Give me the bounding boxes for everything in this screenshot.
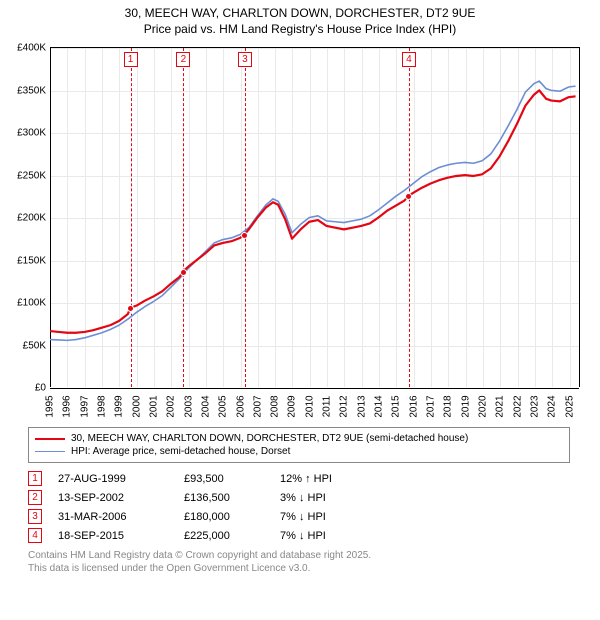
event-number: 1	[28, 471, 42, 486]
event-marker: 1	[124, 52, 138, 67]
x-tick-label: 2006	[235, 396, 246, 418]
x-tick-label: 2003	[183, 396, 194, 418]
event-delta: 7% ↓ HPI	[280, 511, 370, 523]
y-gridline	[50, 388, 579, 389]
x-tick-label: 2000	[131, 396, 142, 418]
event-price: £225,000	[184, 530, 264, 542]
event-delta: 3% ↓ HPI	[280, 492, 370, 504]
x-tick-label: 2018	[443, 396, 454, 418]
x-tick-label: 2015	[391, 396, 402, 418]
footer-line-1: Contains HM Land Registry data © Crown c…	[28, 549, 570, 562]
x-tick-label: 2009	[287, 396, 298, 418]
x-tick-label: 2011	[322, 396, 333, 418]
plot-area: £0£50K£100K£150K£200K£250K£300K£350K£400…	[50, 47, 580, 387]
y-tick-label: £400K	[17, 43, 46, 54]
x-tick-label: 2013	[356, 396, 367, 418]
event-row: 2 13-SEP-2002 £136,500 3% ↓ HPI	[28, 488, 570, 507]
event-marker: 4	[402, 52, 416, 67]
y-tick-label: £350K	[17, 85, 46, 96]
event-marker: 3	[238, 52, 252, 67]
series-price_paid	[50, 91, 576, 333]
legend-swatch	[35, 438, 65, 440]
y-tick-label: £250K	[17, 170, 46, 181]
event-date: 13-SEP-2002	[58, 492, 168, 504]
event-marker: 2	[176, 52, 190, 67]
x-tick-label: 2020	[478, 396, 489, 418]
event-date: 27-AUG-1999	[58, 473, 168, 485]
chart-lines-svg	[50, 48, 579, 387]
y-tick-label: £200K	[17, 213, 46, 224]
series-hpi	[50, 81, 576, 340]
legend: 30, MEECH WAY, CHARLTON DOWN, DORCHESTER…	[28, 427, 570, 463]
x-tick-label: 2023	[529, 396, 540, 418]
event-price: £180,000	[184, 511, 264, 523]
footer-line-2: This data is licensed under the Open Gov…	[28, 562, 570, 575]
y-tick-label: £100K	[17, 298, 46, 309]
legend-item: HPI: Average price, semi-detached house,…	[35, 445, 563, 458]
events-table: 1 27-AUG-1999 £93,500 12% ↑ HPI 2 13-SEP-2002…	[28, 469, 570, 545]
event-row: 1 27-AUG-1999 £93,500 12% ↑ HPI	[28, 469, 570, 488]
event-delta: 7% ↓ HPI	[280, 530, 370, 542]
x-tick-label: 2010	[304, 396, 315, 418]
x-tick-label: 2014	[374, 396, 385, 418]
event-date: 18-SEP-2015	[58, 530, 168, 542]
x-tick-label: 2012	[339, 396, 350, 418]
event-date: 31-MAR-2006	[58, 511, 168, 523]
x-tick-label: 2004	[200, 396, 211, 418]
event-number: 2	[28, 490, 42, 505]
event-point	[180, 269, 187, 276]
x-tick-label: 2022	[512, 396, 523, 418]
x-tick-label: 1997	[79, 396, 90, 418]
x-tick-label: 2019	[460, 396, 471, 418]
legend-label: HPI: Average price, semi-detached house,…	[71, 446, 290, 457]
chart-page: 30, MEECH WAY, CHARLTON DOWN, DORCHESTER…	[0, 0, 600, 620]
x-tick-label: 1999	[114, 396, 125, 418]
legend-item: 30, MEECH WAY, CHARLTON DOWN, DORCHESTER…	[35, 432, 563, 445]
x-tick-label: 2008	[270, 396, 281, 418]
event-price: £136,500	[184, 492, 264, 504]
x-tick-label: 2005	[218, 396, 229, 418]
x-tick-label: 2017	[426, 396, 437, 418]
event-row: 4 18-SEP-2015 £225,000 7% ↓ HPI	[28, 526, 570, 545]
legend-swatch	[35, 451, 65, 452]
x-tick-label: 2007	[252, 396, 263, 418]
footer: Contains HM Land Registry data © Crown c…	[28, 549, 570, 575]
y-tick-label: £300K	[17, 128, 46, 139]
x-tick-label: 2021	[495, 396, 506, 418]
x-tick-label: 2025	[564, 396, 575, 418]
title-line-1: 30, MEECH WAY, CHARLTON DOWN, DORCHESTER…	[10, 6, 590, 22]
x-tick-label: 2016	[408, 396, 419, 418]
x-tick-label: 1996	[62, 396, 73, 418]
chart: £0 £50K £100K £150K £200K £250K £300K £350K £400…	[10, 41, 590, 421]
event-number: 4	[28, 528, 42, 543]
x-tick-label: 2001	[148, 396, 159, 418]
title-line-2: Price paid vs. HM Land Registry's House …	[10, 22, 590, 38]
y-tick-label: £0	[35, 383, 46, 394]
title-block: 30, MEECH WAY, CHARLTON DOWN, DORCHESTER…	[0, 0, 600, 41]
legend-label: 30, MEECH WAY, CHARLTON DOWN, DORCHESTER…	[71, 433, 468, 444]
event-price: £93,500	[184, 473, 264, 485]
y-tick-label: £50K	[23, 340, 46, 351]
event-number: 3	[28, 509, 42, 524]
x-tick-label: 1995	[45, 396, 56, 418]
x-tick-label: 1998	[96, 396, 107, 418]
x-tick-label: 2002	[166, 396, 177, 418]
y-tick-label: £150K	[17, 255, 46, 266]
event-row: 3 31-MAR-2006 £180,000 7% ↓ HPI	[28, 507, 570, 526]
x-tick-label: 2024	[547, 396, 558, 418]
event-delta: 12% ↑ HPI	[280, 473, 370, 485]
